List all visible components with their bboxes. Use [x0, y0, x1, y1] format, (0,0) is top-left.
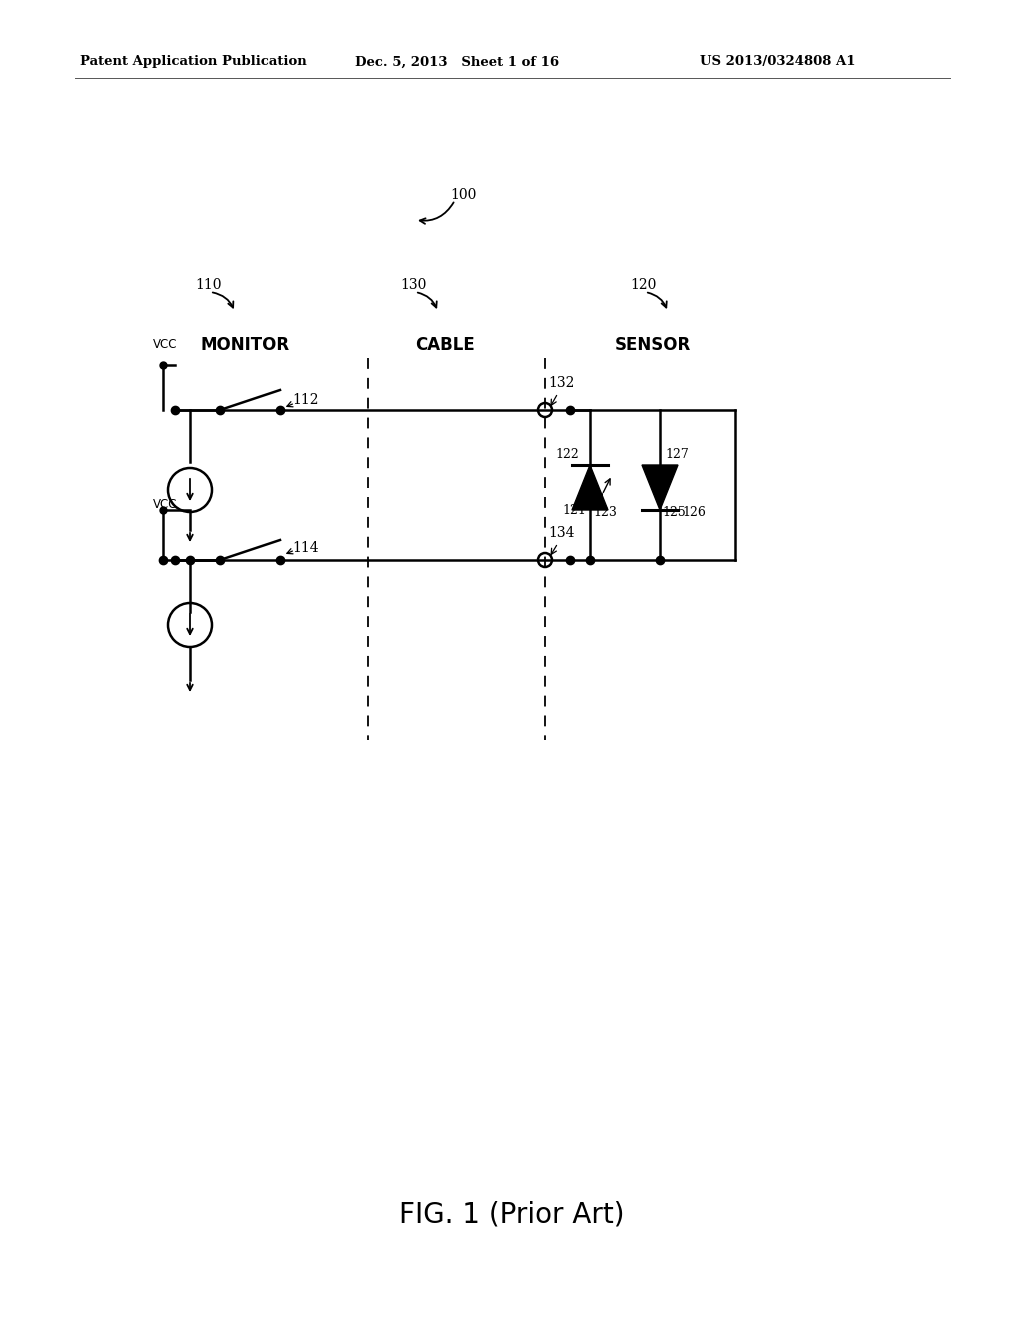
Text: 112: 112	[292, 393, 318, 407]
Text: SENSOR: SENSOR	[615, 337, 691, 354]
Circle shape	[538, 553, 552, 568]
Text: CABLE: CABLE	[415, 337, 475, 354]
Text: 126: 126	[682, 507, 706, 520]
Text: 114: 114	[292, 541, 318, 554]
Text: Patent Application Publication: Patent Application Publication	[80, 55, 307, 69]
Polygon shape	[642, 465, 678, 510]
Text: VCC: VCC	[153, 499, 177, 511]
Text: Dec. 5, 2013   Sheet 1 of 16: Dec. 5, 2013 Sheet 1 of 16	[355, 55, 559, 69]
Text: 132: 132	[548, 376, 574, 389]
Text: 122: 122	[555, 449, 579, 462]
Text: 120: 120	[630, 279, 656, 292]
Text: 127: 127	[665, 449, 689, 462]
Text: VCC: VCC	[153, 338, 177, 351]
Polygon shape	[572, 465, 608, 510]
Text: 121: 121	[562, 503, 586, 516]
Text: MONITOR: MONITOR	[200, 337, 289, 354]
Text: 130: 130	[400, 279, 426, 292]
Text: 110: 110	[195, 279, 221, 292]
Text: 100: 100	[450, 187, 476, 202]
Text: US 2013/0324808 A1: US 2013/0324808 A1	[700, 55, 855, 69]
Circle shape	[538, 403, 552, 417]
Text: FIG. 1 (Prior Art): FIG. 1 (Prior Art)	[399, 1201, 625, 1229]
Text: 123: 123	[593, 507, 616, 520]
Text: 125: 125	[662, 507, 686, 520]
Text: 134: 134	[548, 525, 574, 540]
